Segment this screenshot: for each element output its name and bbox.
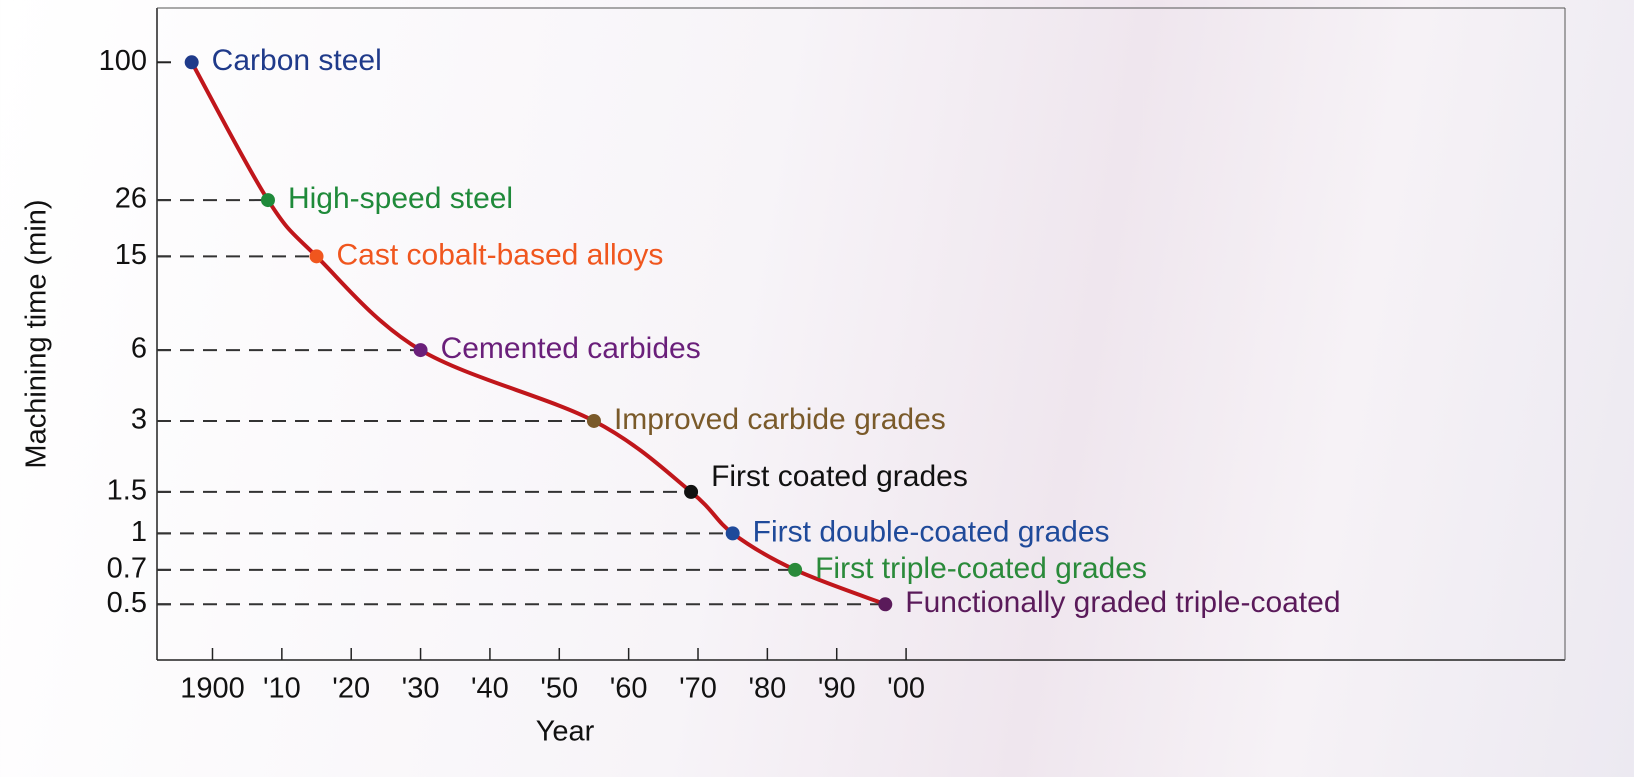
x-tick-label: '80 xyxy=(748,673,786,705)
y-tick-label: 0.5 xyxy=(107,587,147,619)
point-label: First double-coated grades xyxy=(753,515,1110,548)
point-label: First triple-coated grades xyxy=(815,552,1147,585)
point xyxy=(260,193,275,208)
point xyxy=(586,413,601,428)
y-tick-label: 1.5 xyxy=(107,475,147,507)
y-tick-label: 1 xyxy=(131,516,147,548)
x-tick-label: '50 xyxy=(540,673,578,705)
x-tick-label: '00 xyxy=(887,673,925,705)
y-tick-label: 100 xyxy=(99,45,147,77)
point-label: Cast cobalt-based alloys xyxy=(337,238,664,271)
y-tick-label: 0.7 xyxy=(107,553,147,585)
point xyxy=(725,526,740,541)
point-label: Carbon steel xyxy=(212,44,382,77)
x-tick-label: '60 xyxy=(610,673,648,705)
x-tick-label: '20 xyxy=(332,673,370,705)
point xyxy=(788,562,803,577)
point xyxy=(413,343,428,358)
x-tick-label: '10 xyxy=(263,673,301,705)
line xyxy=(189,61,886,607)
point-label: Cemented carbides xyxy=(441,332,701,365)
x-tick-label: '70 xyxy=(679,673,717,705)
x-tick-label: '40 xyxy=(471,673,509,705)
x-axis-title: Year xyxy=(536,716,595,748)
x-tick-label: '90 xyxy=(818,673,856,705)
x-tick-label: '30 xyxy=(402,673,440,705)
point-label: Improved carbide grades xyxy=(614,403,946,436)
point xyxy=(309,249,324,264)
point-label: High-speed steel xyxy=(288,182,513,215)
y-tick-label: 6 xyxy=(131,333,147,365)
point-label: First coated grades xyxy=(711,460,968,493)
y-tick-label: 26 xyxy=(115,183,147,215)
y-tick-label: 3 xyxy=(131,404,147,436)
point-label: Functionally graded triple-coated xyxy=(905,586,1340,619)
y-axis-title: Machining time (min) xyxy=(21,199,53,468)
point xyxy=(684,484,699,499)
point xyxy=(184,55,199,70)
point xyxy=(878,597,893,612)
x-tick-label: 1900 xyxy=(180,673,245,705)
y-tick-label: 15 xyxy=(115,239,147,271)
